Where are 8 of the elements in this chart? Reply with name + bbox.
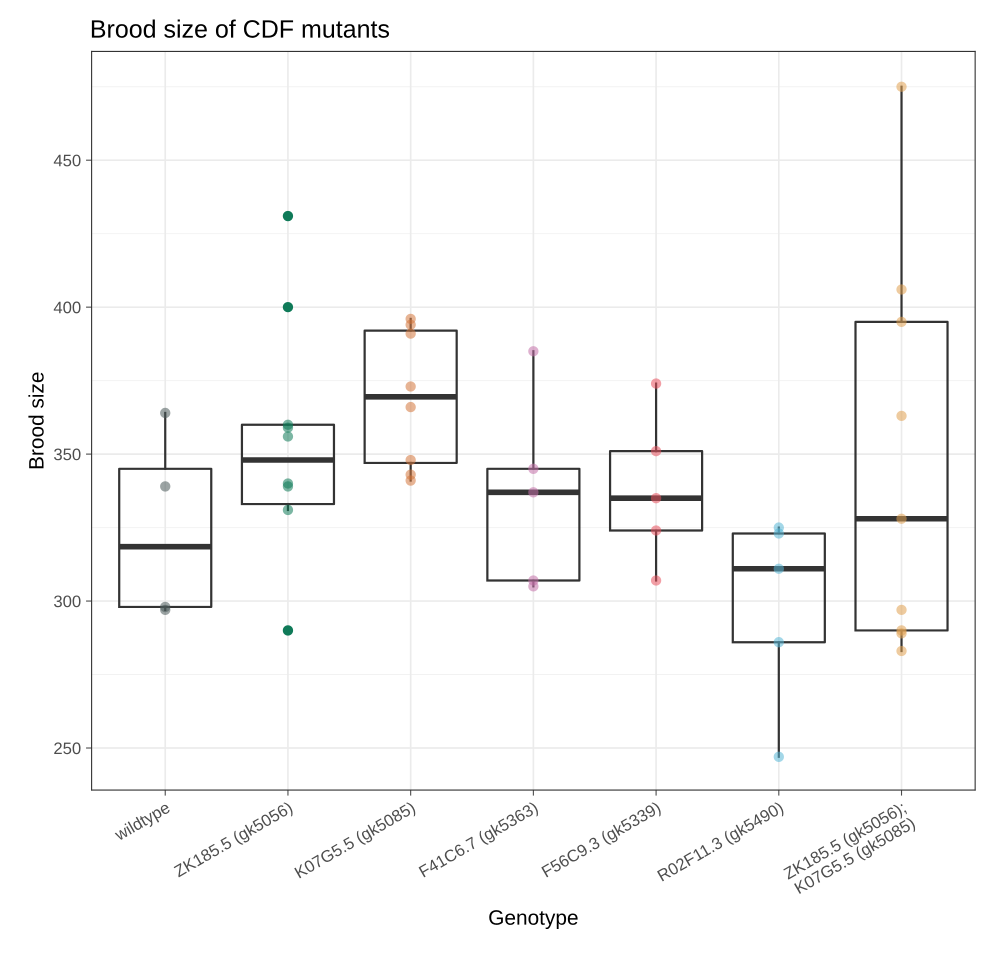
y-tick-label: 450 — [54, 154, 81, 166]
y-tick-label: 250 — [54, 742, 81, 754]
x-axis-title: Genotype — [489, 910, 578, 930]
y-tick-label: 300 — [54, 595, 81, 608]
chart-title: Brood size of CDF mutants — [92, 19, 390, 38]
y-tick-label: 400 — [54, 302, 81, 314]
y-tick-label: 350 — [54, 448, 81, 460]
y-axis-title: Brood size — [28, 372, 44, 468]
